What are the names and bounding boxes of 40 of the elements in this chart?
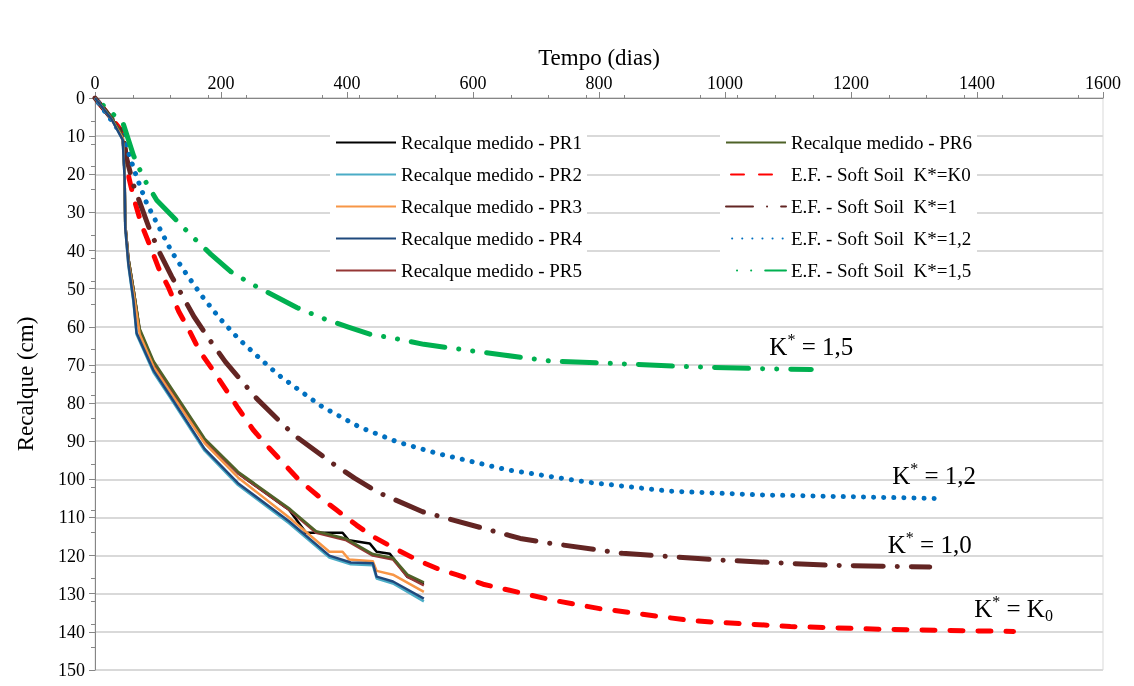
x-tick-label: 400 — [333, 73, 361, 93]
x-tick-label: 200 — [207, 73, 235, 93]
legend-label: Recalque medido - PR3 — [401, 196, 582, 217]
y-tick-label: 120 — [58, 545, 85, 566]
y-tick-label: 60 — [67, 316, 85, 337]
legend-label: Recalque medido - PR1 — [401, 132, 582, 153]
legend-label: E.F. - Soft Soil K*=1,2 — [791, 228, 972, 249]
y-axis-title: Recalque (cm) — [13, 316, 38, 452]
y-tick-label: 50 — [67, 278, 85, 299]
y-tick-label: 10 — [67, 126, 85, 147]
y-tick-label: 100 — [58, 469, 85, 490]
y-tick-label: 20 — [67, 164, 85, 185]
y-tick-label: 40 — [67, 240, 85, 261]
x-tick-label: 1200 — [833, 73, 869, 93]
y-tick-label: 30 — [67, 202, 85, 223]
x-tick-label: 1400 — [959, 73, 995, 93]
x-tick-label: 600 — [459, 73, 487, 93]
legend-label: Recalque medido - PR4 — [401, 228, 583, 249]
x-tick-label: 800 — [585, 73, 613, 93]
annotation: K* = 1,5 — [769, 331, 854, 361]
x-tick-label: 0 — [90, 73, 100, 93]
y-tick-label: 140 — [58, 621, 85, 642]
x-tick-label: 1000 — [707, 73, 743, 93]
legend-label: Recalque medido - PR5 — [401, 260, 582, 281]
legend-label: E.F. - Soft Soil K*=1 — [791, 196, 957, 217]
legend-label: Recalque medido - PR6 — [791, 132, 972, 153]
x-axis-title: Tempo (dias) — [538, 45, 660, 71]
y-tick-label: 0 — [76, 88, 85, 108]
annotation: K* = 1,2 — [892, 459, 977, 489]
y-tick-label: 80 — [67, 393, 85, 414]
annotation: K* = 1,0 — [887, 528, 972, 558]
y-tick-label: 90 — [67, 431, 85, 452]
legend-label: E.F. - Soft Soil K*=1,5 — [791, 260, 972, 281]
x-tick-label: 1600 — [1085, 73, 1121, 93]
y-tick-label: 130 — [58, 583, 85, 604]
legend-label: E.F. - Soft Soil K*=K0 — [791, 164, 971, 185]
y-tick-label: 70 — [67, 354, 85, 375]
y-tick-label: 110 — [58, 507, 85, 528]
y-tick-label: 150 — [58, 660, 85, 680]
legend-label: Recalque medido - PR2 — [401, 164, 582, 185]
